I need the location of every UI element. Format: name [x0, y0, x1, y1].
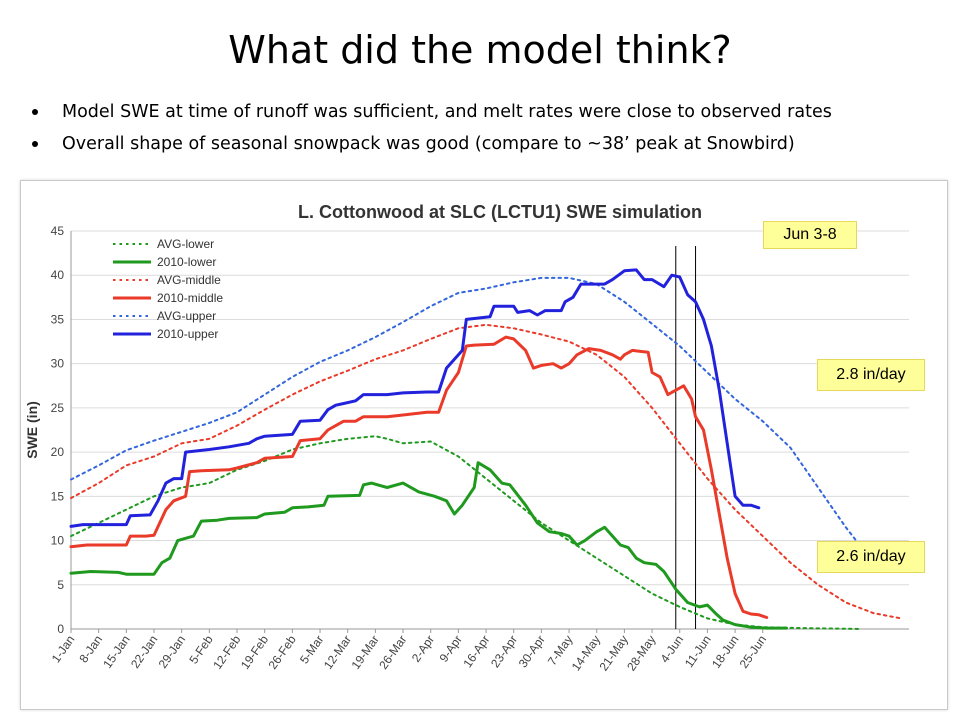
slide-title: What did the model think?	[228, 28, 732, 72]
bullet-icon	[32, 109, 38, 115]
callout-upper-rate: 2.8 in/day	[817, 359, 925, 391]
x-tick-label: 15-Jan	[100, 633, 133, 671]
bullet-text: Model SWE at time of runoff was sufficie…	[62, 102, 832, 122]
legend-label: AVG-upper	[157, 309, 216, 323]
bullet-list: Model SWE at time of runoff was sufficie…	[30, 96, 950, 160]
y-tick-label: 30	[51, 357, 65, 371]
chart-title: L. Cottonwood at SLC (LCTU1) SWE simulat…	[298, 202, 702, 222]
x-tick-label: 1-Jan	[49, 633, 78, 666]
callout-middle-rate: 2.6 in/day	[817, 541, 925, 573]
bullet-icon	[32, 141, 38, 147]
bullet-text: Overall shape of seasonal snowpack was g…	[62, 134, 795, 154]
legend-label: AVG-middle	[157, 273, 221, 287]
x-tick-label: 19-Feb	[238, 632, 271, 671]
x-tick-label: 22-Jan	[128, 633, 161, 671]
y-tick-label: 15	[51, 489, 65, 503]
x-tick-label: 29-Jan	[156, 633, 189, 671]
x-tick-label: 25-Jun	[737, 633, 770, 671]
y-tick-label: 25	[51, 401, 65, 415]
y-axis-label: SWE (in)	[24, 401, 40, 459]
x-tick-label: 2-Apr	[409, 633, 437, 665]
chart-frame: L. Cottonwood at SLC (LCTU1) SWE simulat…	[20, 180, 948, 710]
x-tick-label: 16-Apr	[460, 633, 492, 671]
x-tick-label: 26-Feb	[266, 632, 299, 671]
series-line-2010-upper	[69, 268, 761, 528]
series-line-avg-middle	[70, 323, 903, 620]
legend-label: AVG-lower	[157, 237, 214, 251]
bullet-item: Overall shape of seasonal snowpack was g…	[30, 128, 950, 160]
y-tick-label: 10	[51, 534, 65, 548]
series-line-2010-middle	[69, 335, 769, 619]
series-line-2010-lower	[69, 461, 788, 630]
legend-label: 2010-lower	[157, 255, 216, 269]
series-line-avg-lower	[70, 435, 863, 630]
swe-chart: L. Cottonwood at SLC (LCTU1) SWE simulat…	[24, 202, 909, 674]
y-tick-label: 40	[51, 268, 65, 282]
x-tick-label: 19-Mar	[349, 633, 382, 672]
bullet-item: Model SWE at time of runoff was sufficie…	[30, 96, 950, 128]
legend-label: 2010-middle	[157, 291, 223, 305]
x-tick-label: 18-Jun	[709, 633, 742, 671]
x-tick-label: 30-Apr	[516, 633, 548, 671]
x-tick-label: 9-Apr	[437, 633, 465, 665]
x-tick-label: 23-Apr	[488, 633, 520, 671]
y-tick-label: 0	[57, 622, 64, 636]
y-tick-label: 5	[57, 578, 64, 592]
x-tick-label: 28-May	[624, 633, 658, 674]
y-tick-label: 35	[51, 312, 65, 326]
legend-label: 2010-upper	[157, 327, 218, 341]
y-tick-label: 45	[51, 224, 65, 238]
series-line-avg-upper	[70, 276, 875, 564]
x-tick-label: 26-Mar	[376, 633, 409, 672]
x-tick-label: 12-Feb	[210, 632, 243, 671]
y-tick-label: 20	[51, 445, 65, 459]
callout-period: Jun 3-8	[763, 221, 857, 249]
x-tick-label: 12-Mar	[321, 633, 354, 672]
x-tick-label: 11-Jun	[682, 633, 714, 670]
